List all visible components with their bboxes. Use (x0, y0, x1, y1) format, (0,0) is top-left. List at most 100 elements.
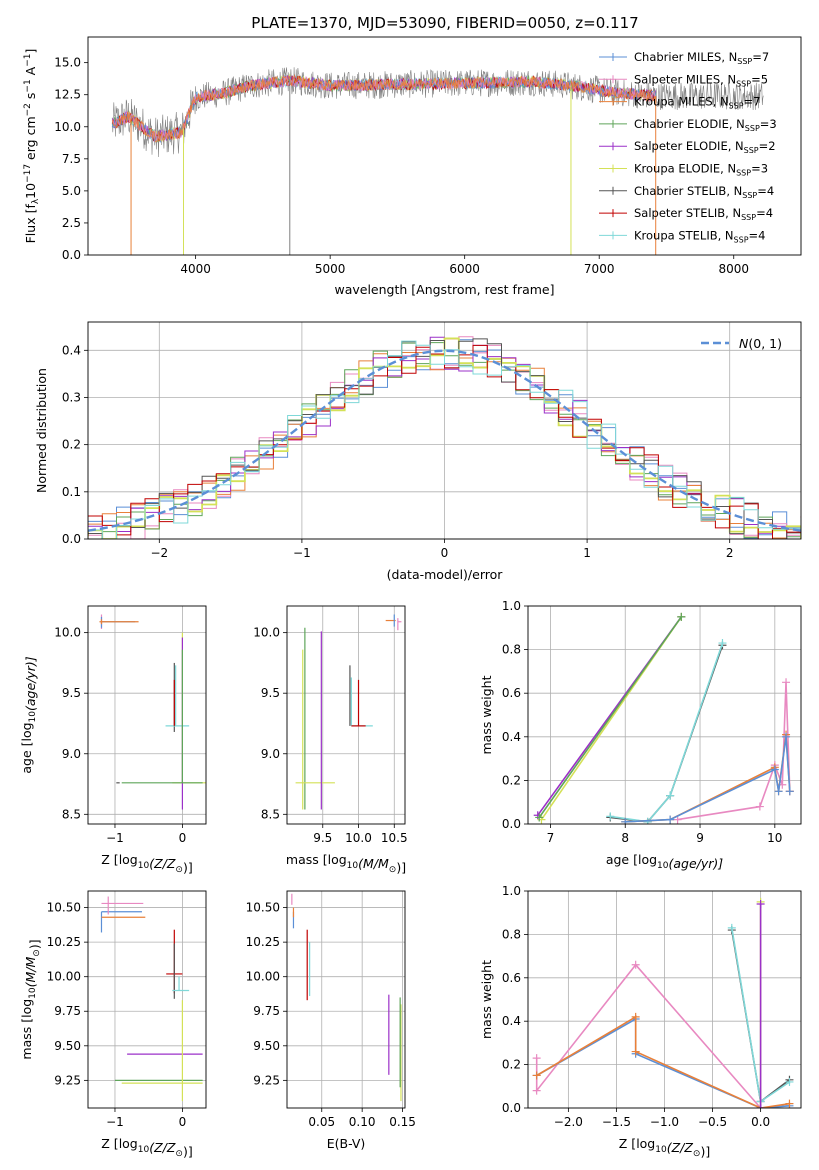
legend-sub: SSP (742, 191, 757, 200)
normal-reference-curve (88, 349, 801, 532)
series-marker (532, 1071, 541, 1080)
legend-count: =7 (752, 50, 769, 64)
label-part: )] (700, 1144, 710, 1159)
series-marker (782, 678, 791, 687)
label-part: (age/yr)] (23, 656, 38, 711)
y-tick-label: 10.0 (54, 120, 81, 134)
label-part: log (638, 852, 657, 867)
y-axis-label-part: Flux [f (23, 204, 38, 244)
label-part: )] (396, 860, 406, 875)
axes-frame (87, 321, 802, 540)
legend-name: Chabrier ELODIE, N (634, 117, 745, 131)
plot-area (291, 893, 402, 1102)
axes-frame (87, 605, 207, 825)
y-axis-label-part: ] (23, 49, 38, 54)
y-tick-label: 9.0 (62, 747, 81, 761)
legend-part: (0, 1) (748, 336, 782, 351)
x-tick-label: 0 (179, 1115, 187, 1129)
y-axis-label: Flux [fλ10−17 erg cm−2 s−1 A−1] (23, 49, 41, 244)
y-axis-label-part: erg cm (23, 116, 38, 164)
y-axis-label-part: λ (31, 198, 41, 204)
label-part: age [ (19, 742, 34, 774)
plot-area (88, 336, 801, 539)
label-part: (Z/Z (149, 1140, 176, 1155)
series-chabrier-miles (621, 732, 794, 824)
y-tick-label: 0.2 (502, 773, 521, 787)
x-tick-label: −2 (150, 546, 168, 560)
x-tick-label: 7000 (584, 262, 615, 276)
y-tick-label: 0.2 (502, 1058, 521, 1072)
x-tick-label: −1.5 (602, 1115, 631, 1129)
label-sub: 10 (28, 711, 38, 723)
x-axis-label: Z [log10(Z/Z⊙)] (101, 1136, 192, 1159)
series-kroupa-elodie (537, 612, 686, 824)
x-tick-label: −1.0 (650, 1115, 679, 1129)
legend-part: N (739, 336, 749, 351)
y-tick-label: 9.5 (261, 686, 280, 700)
legend-count: =3 (751, 162, 768, 176)
series-marker (770, 765, 779, 774)
y-axis-label-part: s (23, 93, 38, 104)
x-tick-label: −1 (106, 1115, 124, 1129)
legend-sub: SSP (729, 102, 744, 111)
x-tick-label: 0.15 (389, 1115, 416, 1129)
label-part: log (636, 1136, 655, 1151)
series-line (535, 963, 762, 1108)
legend-label: Chabrier STELIB, NSSP=4 (634, 184, 774, 200)
y-axis-label-part: 10 (23, 183, 38, 199)
y-tick-label: 10.50 (47, 901, 81, 915)
series-marker (756, 900, 765, 909)
series-kroupa-stelib (606, 639, 727, 824)
y-tick-label: 8.5 (261, 807, 280, 821)
y-axis-label: mass [log10(M/M⊙)] (19, 939, 42, 1059)
y-tick-label: 7.5 (62, 152, 81, 166)
legend-name: Salpeter STELIB, N (634, 206, 741, 220)
y-tick-label: 2.5 (62, 216, 81, 230)
series-marker (782, 732, 791, 741)
x-axis-label: wavelength [Angstrom, rest frame] (334, 282, 554, 297)
legend-label: Salpeter STELIB, NSSP=4 (634, 206, 773, 222)
y-tick-label: 15.0 (54, 56, 81, 70)
y-tick-label: 9.75 (253, 1004, 280, 1018)
data-point-salpeter-stelib (351, 679, 366, 727)
legend-count: =4 (756, 206, 773, 220)
y-tick-label: 9.50 (54, 1039, 81, 1053)
legend-label: Kroupa ELODIE, NSSP=3 (634, 162, 768, 178)
y-tick-label: 10.00 (47, 970, 81, 984)
label-part: log (19, 999, 34, 1018)
y-tick-label: 0.4 (502, 730, 521, 744)
legend-count: =4 (749, 228, 766, 242)
series-marker (677, 612, 686, 621)
data-point-kroupa-stelib (165, 665, 190, 727)
x-tick-label: 5000 (315, 262, 346, 276)
y-tick-label: 0.0 (62, 248, 81, 262)
label-sub: 10 (28, 987, 38, 999)
plot-area (99, 614, 206, 810)
y-tick-label: 9.25 (253, 1073, 280, 1087)
x-axis-label: Z [log10(Z/Z⊙)] (619, 1136, 710, 1159)
x-axis-label: mass [log10(M/M⊙)] (286, 852, 406, 875)
label-part: )] (183, 1144, 193, 1159)
y-tick-label: 10.0 (54, 626, 81, 640)
x-tick-label: 10 (767, 831, 782, 845)
label-part: mass [ (19, 1018, 34, 1060)
y-tick-label: 0.2 (62, 438, 81, 452)
data-point-kroupa-miles (99, 619, 139, 625)
label-part: age [ (606, 852, 638, 867)
x-tick-label: 0 (179, 831, 187, 845)
data-point-kroupa-elodie (172, 632, 206, 784)
label-sub: 10 (655, 1145, 667, 1155)
label-part: )] (27, 939, 42, 949)
data-point-chabrier-miles (100, 911, 142, 933)
y-tick-label: 1.0 (502, 884, 521, 898)
panel-spectrum: 4000 5000 6000 7000 8000 0.0 2.5 5.0 7.5 10.0 12.5… (23, 36, 802, 297)
y-tick-label: 9.25 (54, 1073, 81, 1087)
series-marker (785, 787, 794, 796)
plot-area (100, 896, 203, 1102)
y-tick-label: 10.25 (246, 935, 280, 949)
series-chabrier-elodie (535, 612, 686, 822)
series-line (610, 642, 724, 823)
axes-frame (286, 890, 406, 1109)
series-marker (532, 1054, 541, 1063)
label-sub: ⊙ (32, 949, 42, 957)
